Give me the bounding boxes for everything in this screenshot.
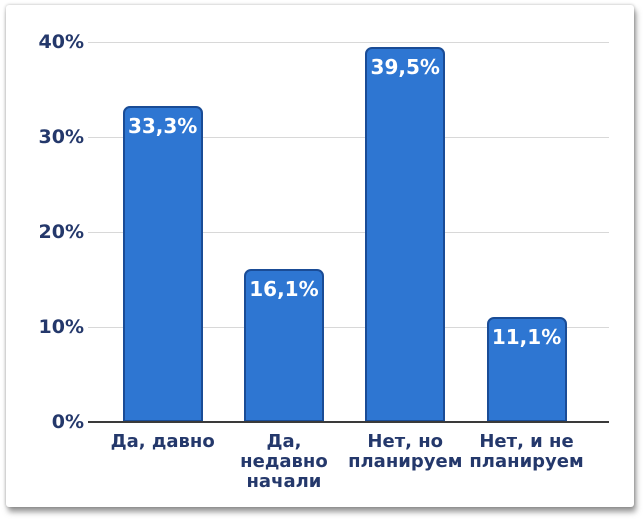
x-axis-line bbox=[88, 421, 609, 423]
category-label: Да, недавно начали bbox=[240, 431, 328, 492]
gridline bbox=[88, 137, 609, 138]
bar-value-label: 33,3% bbox=[127, 113, 198, 138]
gridline bbox=[88, 42, 609, 43]
y-axis-tick-label: 30% bbox=[38, 126, 84, 148]
bar-value-label: 11,1% bbox=[491, 324, 562, 349]
chart-card: 0% 10% 20% 30% 40% 33,3% 16,1% 39,5% 11,1% Да, да… bbox=[6, 5, 634, 507]
gridline bbox=[88, 232, 609, 233]
y-axis-tick-label: 20% bbox=[38, 221, 84, 243]
bar: 39,5% bbox=[365, 46, 446, 422]
category-label: Нет, и не планируем bbox=[469, 431, 584, 472]
y-axis-tick-label: 0% bbox=[51, 411, 84, 433]
y-axis-tick-label: 10% bbox=[38, 316, 84, 338]
y-axis-tick-label: 40% bbox=[38, 31, 84, 53]
bar: 33,3% bbox=[122, 105, 203, 422]
bar: 11,1% bbox=[486, 316, 567, 422]
category-label: Нет, но планируем bbox=[348, 431, 463, 472]
bar-value-label: 16,1% bbox=[249, 277, 319, 302]
bar-value-label: 39,5% bbox=[370, 54, 440, 79]
category-label: Да, давно bbox=[110, 431, 215, 452]
bar: 16,1% bbox=[243, 269, 324, 422]
bar-chart: 0% 10% 20% 30% 40% 33,3% 16,1% 39,5% 11,1% Да, да… bbox=[6, 5, 634, 507]
gridline bbox=[88, 327, 609, 328]
